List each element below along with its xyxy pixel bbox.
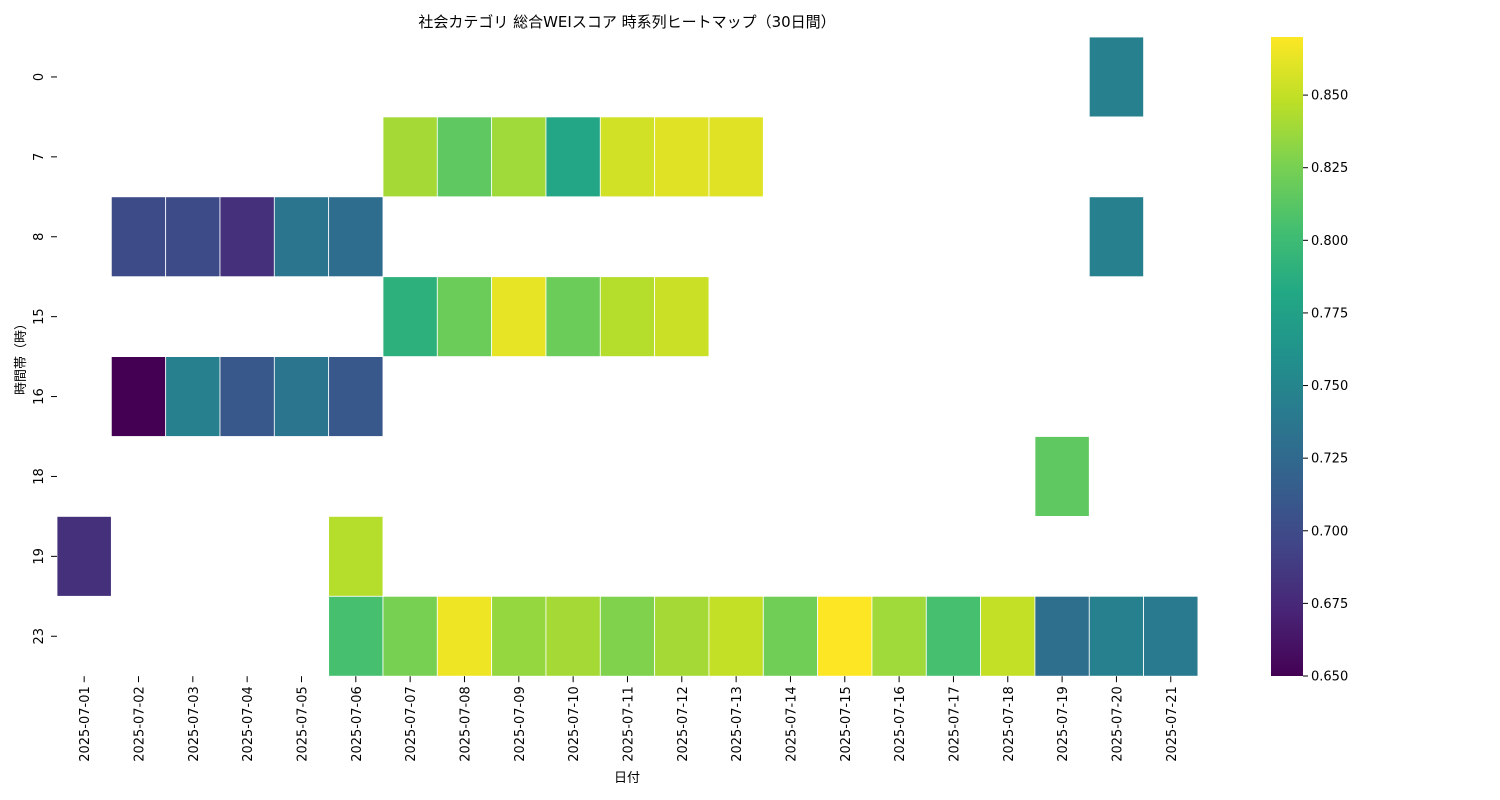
heatmap-cell [328,196,384,278]
colorbar [1271,37,1303,676]
x-axis-ticks: 2025-07-01 2025-07-02 2025-07-03 2025-07-04… [78,676,1180,762]
x-tick-label: 2025-07-03 [187,686,202,762]
heatmap-cell [1088,36,1145,118]
heatmap-cell [165,196,221,278]
heatmap-cell [328,516,384,597]
heatmap-cell [708,116,764,198]
heatmap-cell [925,595,982,677]
x-tick-label: 2025-07-21 [1165,686,1180,762]
x-tick-label: 2025-07-13 [730,686,745,762]
heatmap-cell [382,276,438,358]
heatmap-cell [545,116,601,198]
heatmap-cell [382,116,438,198]
heatmap-cell [56,516,112,597]
y-tick-label: 8 [32,233,47,241]
y-axis-label: 時間帯（時） [14,317,29,395]
x-tick-label: 2025-07-09 [513,686,528,762]
colorbar-tick-label: 0.850 [1311,89,1348,104]
heatmap-cell [110,356,167,437]
x-tick-label: 2025-07-11 [621,686,636,762]
heatmap-cell [165,356,221,437]
heatmap-cell [599,116,656,198]
colorbar-tick-label: 0.775 [1311,306,1348,321]
colorbar-tick-label: 0.700 [1311,524,1348,539]
x-tick-label: 2025-07-15 [839,686,854,762]
heatmap-cell [599,276,656,358]
x-tick-label: 2025-07-07 [404,686,419,762]
heatmap-cell [599,595,656,677]
heatmap-cell [491,116,547,198]
heatmap-cell [545,276,601,358]
colorbar-tick-label: 0.675 [1311,597,1348,612]
heatmap-cell [328,356,384,437]
y-tick-label: 15 [32,308,47,325]
heatmap-cells [56,36,1199,677]
x-tick-label: 2025-07-20 [1110,686,1125,762]
y-axis-ticks: 0 7 8 15 16 18 19 23 [32,73,57,645]
heatmap-cell [491,595,547,677]
x-axis-label: 日付 [614,771,640,786]
heatmap-cell [273,196,330,278]
x-tick-label: 2025-07-16 [893,686,908,762]
x-tick-label: 2025-07-17 [947,686,962,762]
x-tick-label: 2025-07-01 [78,686,93,762]
y-tick-label: 16 [32,388,47,405]
heatmap-cell [273,356,330,437]
heatmap-cell [436,116,493,198]
x-tick-label: 2025-07-14 [784,686,799,762]
x-tick-label: 2025-07-02 [132,686,147,762]
heatmap-cell [491,276,547,358]
colorbar-tick-label: 0.800 [1311,234,1348,249]
chart-title: 社会カテゴリ 総合WEIスコア 時系列ヒートマップ（30日間） [418,13,835,31]
heatmap-cell [871,595,927,677]
x-tick-label: 2025-07-06 [350,686,365,762]
y-tick-label: 0 [32,73,47,81]
x-tick-label: 2025-07-12 [676,686,691,762]
heatmap-cell [1088,196,1145,278]
colorbar-tick-label: 0.825 [1311,161,1348,176]
heatmap-cell [980,595,1036,677]
y-tick-label: 19 [32,548,47,565]
heatmap-cell [382,595,438,677]
x-tick-label: 2025-07-05 [295,686,310,762]
y-tick-label: 18 [32,468,47,485]
heatmap-cell [545,595,601,677]
heatmap-cell [1088,595,1145,677]
x-tick-label: 2025-07-19 [1056,686,1071,762]
heatmap-cell [817,595,873,677]
heatmap-cell [219,356,275,437]
heatmap-cell [219,196,275,278]
y-tick-label: 23 [32,628,47,645]
heatmap-cell [1034,436,1090,517]
heatmap-cell [328,595,384,677]
x-tick-label: 2025-07-10 [567,686,582,762]
y-tick-label: 7 [32,153,47,161]
heatmap-cell [1143,595,1199,677]
heatmap-cell [654,116,710,198]
heatmap-cell [436,276,493,358]
colorbar-ticks: 0.650 0.675 0.700 0.725 0.750 0.775 0.800 0.825… [1303,89,1348,685]
heatmap-cell [110,196,167,278]
heatmap-cell [708,595,764,677]
x-tick-label: 2025-07-04 [241,686,256,762]
colorbar-tick-label: 0.750 [1311,379,1348,394]
x-tick-label: 2025-07-18 [1002,686,1017,762]
heatmap-cell [436,595,493,677]
colorbar-tick-label: 0.725 [1311,452,1348,467]
heatmap-cell [654,595,710,677]
colorbar-tick-label: 0.650 [1311,670,1348,685]
heatmap-cell [654,276,710,358]
heatmap-cell [1034,595,1090,677]
x-tick-label: 2025-07-08 [458,686,473,762]
heatmap-cell [762,595,819,677]
